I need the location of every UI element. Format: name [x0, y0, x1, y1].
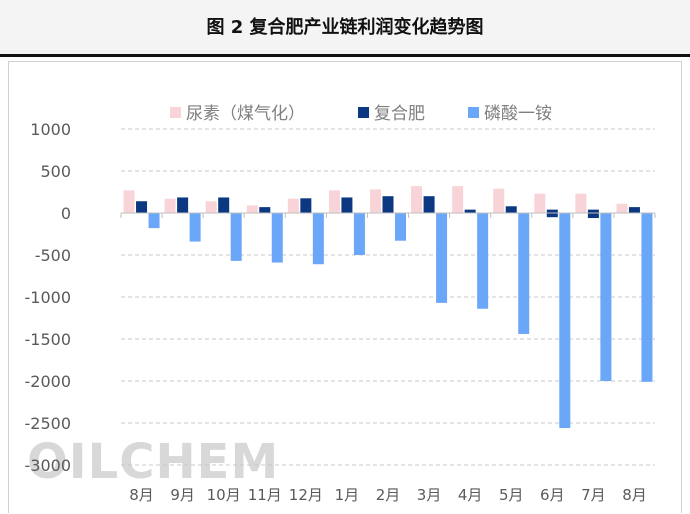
- y-tick-label: -2000: [25, 372, 72, 391]
- x-tick-label: 11月: [248, 486, 282, 504]
- bar-urea-12: [616, 203, 628, 213]
- bar-urea-4: [287, 198, 299, 213]
- bar-compound-fertilizer-6: [382, 196, 394, 213]
- bar-urea-11: [575, 193, 587, 213]
- bar-urea-7: [411, 186, 423, 213]
- bar-map-12: [641, 213, 653, 382]
- profit-bar-chart: OILCHEM 1000 500 0 -500 -1000 -1500 -2000 -2500 -…: [25, 104, 656, 504]
- x-tick-label: 4月: [458, 486, 483, 504]
- bar-compound-fertilizer-11: [587, 213, 599, 219]
- figure-title: 图 2 复合肥产业链利润变化趋势图: [206, 17, 484, 38]
- bar-map-10: [559, 213, 571, 429]
- bar-map-3: [271, 213, 283, 263]
- bar-urea-0: [123, 190, 135, 213]
- x-tick-label: 3月: [417, 486, 442, 504]
- x-tick-label: 1月: [335, 486, 360, 504]
- bar-map-0: [148, 213, 160, 229]
- bar-map-2: [230, 213, 242, 261]
- bar-urea-2: [205, 201, 217, 213]
- bar-compound-fertilizer-5: [341, 197, 353, 213]
- bar-urea-8: [452, 186, 464, 213]
- bar-compound-fertilizer-10: [546, 213, 558, 218]
- x-tick-label: 2月: [376, 486, 401, 504]
- x-tick-label: 12月: [289, 486, 323, 504]
- bar-map-11: [600, 213, 612, 381]
- bar-compound-fertilizer-12: [628, 207, 640, 213]
- legend-swatch: [170, 107, 181, 118]
- legend-swatch: [468, 107, 479, 118]
- bar-compound-fertilizer-11: [587, 209, 599, 213]
- chart-frame: OILCHEM 1000 500 0 -500 -1000 -1500 -2000 -2500 -…: [8, 61, 682, 513]
- bar-compound-fertilizer-7: [423, 196, 435, 213]
- bar-compound-fertilizer-0: [136, 201, 148, 213]
- bar-compound-fertilizer-2: [218, 197, 230, 213]
- bar-urea-5: [328, 190, 340, 213]
- y-tick-label: -3000: [25, 456, 72, 475]
- x-tick-label: 7月: [581, 486, 606, 504]
- bar-compound-fertilizer-3: [259, 207, 271, 213]
- legend-label: 复合肥: [374, 104, 425, 124]
- bar-urea-3: [246, 205, 258, 213]
- bar-map-9: [518, 213, 530, 334]
- x-tick-label: 8月: [622, 486, 647, 504]
- bar-compound-fertilizer-9: [505, 206, 517, 213]
- figure-header: 图 2 复合肥产业链利润变化趋势图: [0, 0, 690, 57]
- bar-compound-fertilizer-4: [300, 198, 312, 213]
- bar-urea-9: [493, 188, 505, 213]
- y-tick-label: 1000: [30, 120, 71, 139]
- bar-compound-fertilizer-1: [177, 197, 189, 213]
- x-tick-label: 10月: [207, 486, 241, 504]
- bar-map-8: [477, 213, 489, 309]
- x-tick-label: 6月: [540, 486, 565, 504]
- y-tick-label: 500: [40, 162, 71, 181]
- bar-map-1: [189, 213, 201, 242]
- bar-urea-10: [534, 193, 546, 213]
- y-tick-label: -500: [35, 246, 71, 265]
- x-tick-label: 9月: [170, 486, 195, 504]
- legend-label: 尿素（煤气化）: [186, 104, 305, 124]
- y-tick-label: -1500: [25, 330, 72, 349]
- legend-swatch: [358, 107, 369, 118]
- watermark-oilchem: OILCHEM: [27, 434, 279, 490]
- bar-urea-1: [164, 198, 176, 213]
- y-tick-label: -2500: [25, 414, 72, 433]
- y-tick-label: -1000: [25, 288, 72, 307]
- y-tick-label: 0: [61, 204, 71, 223]
- bar-compound-fertilizer-8: [464, 209, 476, 213]
- bar-map-7: [436, 213, 448, 303]
- x-tick-label: 5月: [499, 486, 524, 504]
- bar-compound-fertilizer-10: [546, 209, 558, 213]
- x-tick-label: 8月: [129, 486, 154, 504]
- bar-urea-6: [370, 189, 381, 213]
- bar-map-6: [395, 213, 406, 241]
- bar-map-5: [353, 213, 365, 255]
- legend-label: 磷酸一铵: [484, 104, 552, 124]
- bar-map-4: [312, 213, 324, 265]
